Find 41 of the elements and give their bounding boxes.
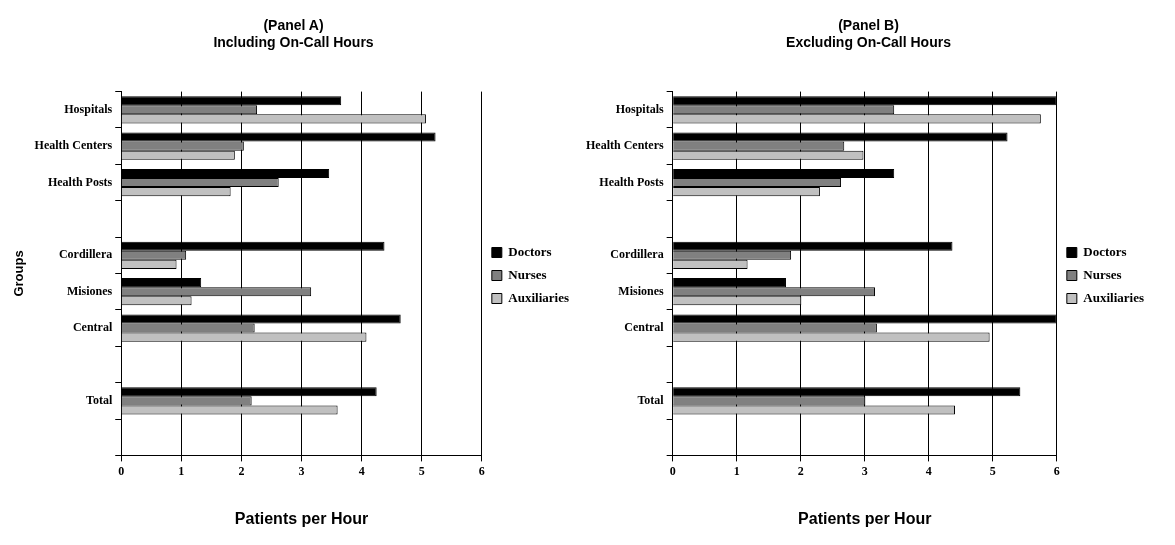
chart-subtitle: Including On-Call Hours — [213, 34, 374, 51]
y-tick-label: Health Posts — [599, 174, 664, 189]
x-tick-label: 6 — [478, 463, 485, 478]
x-tick-label: 2 — [797, 463, 804, 478]
y-tick-label: Cordillera — [58, 247, 113, 262]
legend-label: Doctors — [1083, 243, 1127, 259]
legend-label: Nurses — [508, 266, 547, 282]
y-tick-label: Total — [637, 392, 665, 407]
x-tick-label: 3 — [298, 463, 305, 478]
y-tick-label: Health Centers — [585, 138, 664, 153]
y-tick-label: Total — [86, 392, 113, 407]
x-tick-label: 2 — [238, 463, 245, 478]
x-tick-label: 4 — [358, 463, 365, 478]
x-tick-label: 6 — [1053, 463, 1060, 478]
x-tick-label: 0 — [669, 463, 676, 478]
x-tick-label: 5 — [989, 463, 996, 478]
x-axis-title: Patients per Hour — [798, 509, 932, 527]
x-axis-title: Patients per Hour — [234, 509, 369, 527]
x-tick-label: 0 — [118, 463, 125, 478]
x-tick-label: 4 — [925, 463, 932, 478]
chart-title: (Panel A) — [263, 17, 324, 34]
y-tick-label: Hospitals — [615, 101, 664, 116]
y-tick-label: Central — [624, 320, 665, 335]
legend-label: Auxiliaries — [508, 289, 570, 305]
y-tick-label: Health Posts — [47, 174, 113, 189]
chart-subtitle: Excluding On-Call Hours — [786, 34, 952, 51]
chart-title: (Panel B) — [838, 17, 899, 34]
x-tick-label: 1 — [178, 463, 185, 478]
y-tick-label: Health Centers — [34, 138, 113, 153]
y-axis-title: Groups — [11, 250, 27, 297]
legend-label: Nurses — [1083, 266, 1122, 282]
y-tick-label: Central — [72, 320, 113, 335]
y-tick-label: Misiones — [618, 283, 664, 298]
legend-label: Doctors — [508, 243, 552, 259]
x-tick-label: 5 — [418, 463, 425, 478]
x-tick-label: 1 — [733, 463, 740, 478]
y-tick-label: Cordillera — [610, 247, 664, 262]
y-tick-label: Misiones — [66, 283, 113, 298]
x-tick-label: 3 — [861, 463, 868, 478]
legend-label: Auxiliaries — [1083, 289, 1145, 305]
y-tick-label: Hospitals — [64, 101, 113, 116]
